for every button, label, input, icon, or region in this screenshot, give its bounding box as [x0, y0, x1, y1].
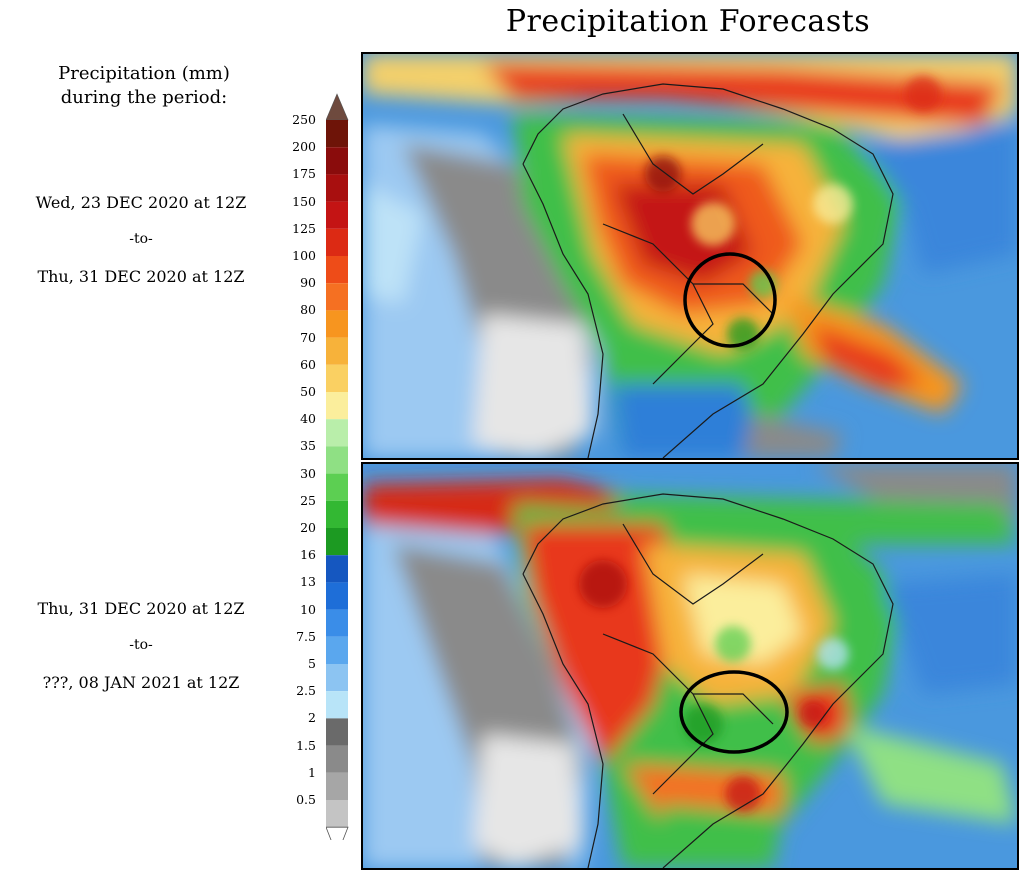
colorbar-tick-label: 100	[292, 248, 316, 263]
colorbar-tick-label: 16	[300, 547, 316, 563]
period-top-separator: -to-	[129, 231, 153, 247]
colorbar-tick-label: 13	[300, 574, 316, 590]
colorbar-tick-label: 90	[300, 275, 316, 291]
colorbar-swatch	[326, 582, 348, 610]
colorbar-tick-label: 175	[292, 166, 316, 182]
colorbar-swatch	[326, 364, 348, 392]
colorbar-swatch	[326, 500, 348, 528]
colorbar-tick-label: 1.5	[296, 737, 316, 753]
colorbar-tick-label: 250	[292, 112, 316, 127]
colorbar-tick-label: 35	[300, 438, 316, 454]
colorbar-swatch	[326, 392, 348, 420]
period-bottom-end: ???, 08 JAN 2021 at 12Z	[42, 673, 240, 692]
colorbar-swatch	[326, 446, 348, 474]
colorbar-swatch	[326, 718, 348, 746]
colorbar-swatch	[326, 664, 348, 692]
period-bottom-separator: -to-	[129, 637, 153, 653]
map-top	[363, 54, 1017, 458]
colorbar-swatch	[326, 609, 348, 637]
colorbar-tick-label: 5	[308, 656, 316, 671]
colorbar-tick-label: 2.5	[296, 683, 316, 699]
chart-title: Precipitation Forecasts	[505, 4, 871, 39]
colorbar-swatch	[326, 419, 348, 447]
highlight-circle-bottom	[679, 670, 789, 754]
period-top: Wed, 23 DEC 2020 at 12Z -to- Thu, 31 DEC…	[10, 184, 272, 295]
colorbar-swatch	[326, 120, 348, 148]
colorbar-swatch	[326, 337, 348, 365]
colorbar	[326, 93, 349, 840]
colorbar-tick-label: 50	[300, 384, 316, 399]
period-top-end: Thu, 31 DEC 2020 at 12Z	[37, 267, 245, 286]
colorbar-tick-label: 30	[300, 465, 316, 481]
colorbar-swatch	[326, 473, 348, 501]
period-top-start: Wed, 23 DEC 2020 at 12Z	[35, 193, 247, 212]
colorbar-tick-label: 200	[292, 139, 316, 155]
colorbar-bottom-cap	[326, 826, 349, 840]
colorbar-swatch	[326, 636, 348, 664]
colorbar-swatch	[326, 555, 348, 583]
colorbar-swatch	[326, 800, 348, 828]
coastline-bottom	[522, 493, 894, 868]
colorbar-tick-label: 80	[300, 302, 316, 318]
period-bottom: Thu, 31 DEC 2020 at 12Z -to- ???, 08 JAN…	[10, 590, 272, 701]
colorbar-tick-label: 2	[308, 710, 316, 726]
legend-title: Precipitation (mm) during the period:	[20, 62, 268, 110]
colorbar-top-cap	[326, 93, 349, 121]
colorbar-swatch	[326, 745, 348, 773]
colorbar-swatch	[326, 201, 348, 229]
colorbar-swatch	[326, 310, 348, 338]
colorbar-tick-label: 125	[292, 220, 316, 236]
highlight-circle-top	[683, 252, 777, 348]
colorbar-tick-label: 0.5	[296, 792, 316, 807]
colorbar-tick-label: 150	[292, 193, 316, 209]
map-panel-bottom	[361, 462, 1019, 870]
map-bottom	[363, 464, 1017, 868]
colorbar-swatch	[326, 691, 348, 719]
colorbar-tick-label: 1	[308, 764, 316, 780]
colorbar-swatch	[326, 772, 348, 800]
legend-title-line1: Precipitation (mm)	[58, 63, 230, 84]
period-bottom-start: Thu, 31 DEC 2020 at 12Z	[37, 599, 245, 618]
colorbar-tick-label: 40	[300, 411, 316, 427]
colorbar-swatch	[326, 147, 348, 175]
colorbar-swatch	[326, 528, 348, 556]
colorbar-swatch	[326, 228, 348, 256]
colorbar-tick-label: 20	[300, 520, 316, 535]
coastline-top	[522, 83, 894, 458]
colorbar-swatch	[326, 174, 348, 202]
legend-title-line2: during the period:	[60, 87, 228, 108]
colorbar-tick-label: 70	[300, 329, 316, 345]
colorbar-tick-label: 25	[300, 492, 316, 508]
colorbar-tick-label: 7.5	[296, 628, 316, 644]
colorbar-swatch	[326, 256, 348, 284]
colorbar-swatch	[326, 283, 348, 311]
map-panel-top	[361, 52, 1019, 460]
colorbar-tick-label: 60	[300, 356, 316, 372]
colorbar-tick-label: 10	[300, 601, 316, 617]
